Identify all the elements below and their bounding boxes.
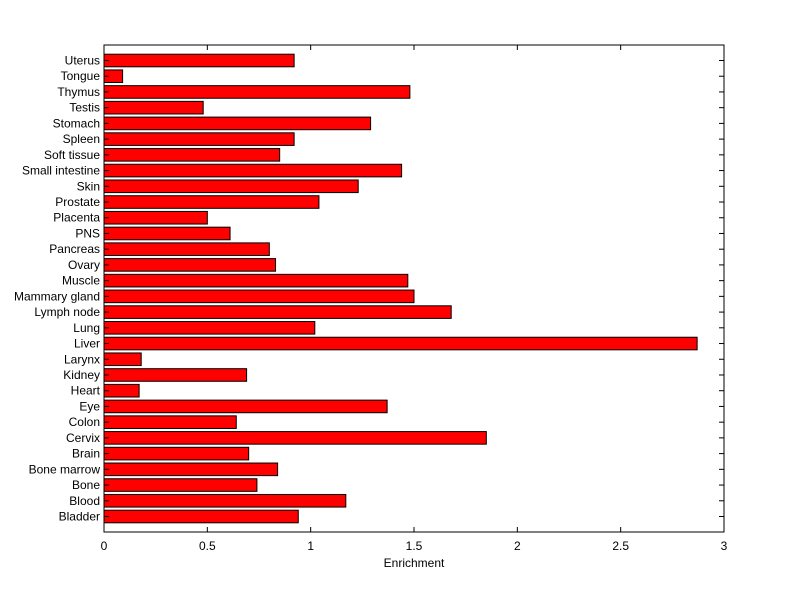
y-tick-label-bone: Bone [72,478,100,492]
y-tick-label-soft-tissue: Soft tissue [44,148,100,162]
y-tick-label-cervix: Cervix [66,431,100,445]
y-tick-label-skin: Skin [77,179,100,193]
bar-pns [103,226,231,241]
bar-soft-tissue [103,148,281,162]
bar-heart [103,383,140,398]
x-tick-label: 2.5 [612,539,629,553]
y-tick-label-ovary: Ovary [68,258,100,272]
y-tick-label-bone-marrow: Bone marrow [29,462,101,476]
y-tick-label-tongue: Tongue [61,69,101,83]
y-tick-label-spleen: Spleen [63,132,100,146]
x-axis: 0 0.5 1 1.5 2 2.5 3 [101,45,728,553]
x-axis-title: Enrichment [384,556,445,570]
y-tick-label-mammary-gland: Mammary gland [14,289,100,303]
y-tick-label-heart: Heart [71,384,101,398]
bar-skin [103,179,359,194]
bar-testis [103,100,204,115]
x-tick-label: 1.5 [406,539,423,553]
y-tick-label-liver: Liver [74,337,100,351]
y-tick-label-lymph-node: Lymph node [34,305,100,319]
x-tick-label: 0.5 [199,539,216,553]
y-tick-label-placenta: Placenta [53,211,100,225]
x-tick-label: 1 [307,539,314,553]
bar-mammary-gland [103,289,415,304]
y-tick-label-uterus: Uterus [65,54,100,68]
bar-larynx [103,352,142,367]
bar-cervix [103,431,487,445]
y-tick-label-larynx: Larynx [64,352,100,366]
bar-bone [103,478,258,492]
bar-lymph-node [103,305,452,319]
bar-muscle [103,273,409,288]
bar-thymus [103,85,411,99]
bar-prostate [103,195,320,209]
y-tick-label-kidney: Kidney [63,368,100,382]
bar-brain [103,446,250,461]
bar-bladder [103,509,299,524]
y-tick-label-small-intestine: Small intestine [22,164,100,178]
bar-colon [103,415,237,429]
y-tick-label-brain: Brain [72,447,100,461]
y-tick-label-muscle: Muscle [62,274,100,288]
y-tick-label-colon: Colon [69,415,100,429]
bar-kidney [103,368,248,382]
bar-ovary [103,258,277,272]
y-tick-label-lung: Lung [73,321,100,335]
y-tick-label-pancreas: Pancreas [49,242,100,256]
y-tick-label-eye: Eye [79,399,100,413]
bar-bone-marrow [103,462,279,477]
bar-spleen [103,132,295,146]
bar-small-intestine [103,163,403,178]
y-tick-label-stomach: Stomach [53,116,100,130]
y-tick-label-pns: PNS [75,226,100,240]
y-tick-label-blood: Blood [69,494,100,508]
bar-eye [103,399,388,414]
bar-lung [103,321,316,335]
bar-stomach [103,116,372,131]
x-tick-label: 3 [721,539,728,553]
x-tick-label: 0 [101,539,108,553]
bars-group [103,53,698,524]
y-tick-label-bladder: Bladder [59,510,100,524]
bar-uterus [103,53,295,68]
y-tick-label-prostate: Prostate [55,195,100,209]
bar-blood [103,493,347,508]
bar-placenta [103,210,208,225]
y-tick-label-thymus: Thymus [57,85,100,99]
y-tick-label-testis: Testis [69,101,100,115]
x-tick-label: 2 [514,539,521,553]
bar-pancreas [103,242,270,256]
bar-liver [103,336,698,351]
